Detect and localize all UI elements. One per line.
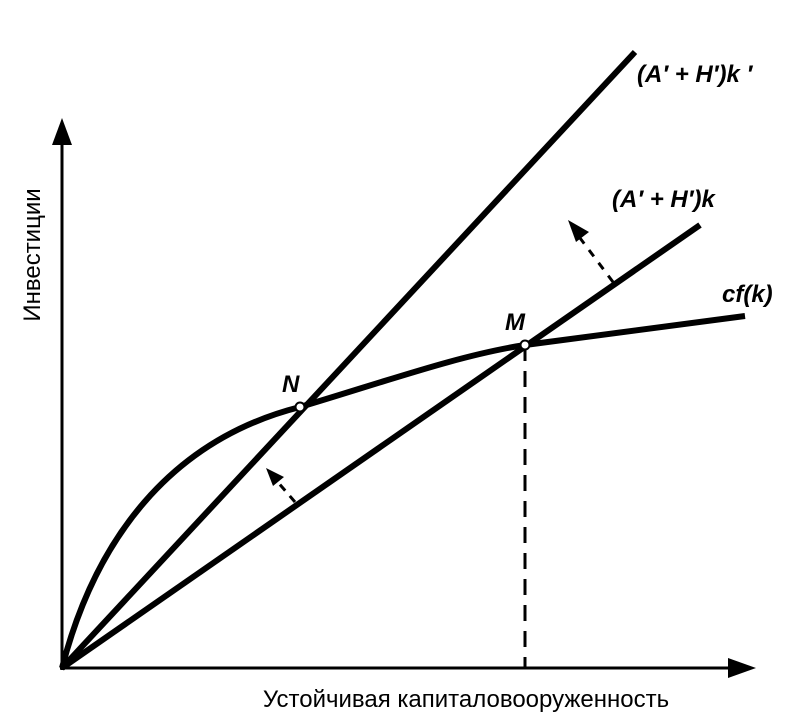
point-m-label: M <box>505 309 526 336</box>
cf-curve <box>59 313 746 669</box>
shift-arrow-lower-head-icon <box>266 468 284 486</box>
y-axis-arrow-icon <box>52 118 72 145</box>
x-axis-arrow-icon <box>728 658 756 678</box>
point-m <box>519 339 531 351</box>
shift-arrow-upper-head-icon <box>568 220 589 242</box>
y-axis-label: Инвестиции <box>19 188 46 321</box>
curve-label: cf(k) <box>722 281 773 308</box>
shift-arrow-upper <box>578 237 615 283</box>
base-line-label: (A′ + H′)k <box>612 186 717 213</box>
point-n-label: N <box>282 371 300 398</box>
steep-line-label: (A′ + H′)k ′ <box>637 61 754 88</box>
x-axis-label: Устойчивая капиталовооруженность <box>263 686 669 713</box>
shift-arrow-lower <box>274 479 297 503</box>
steep-line <box>59 49 638 671</box>
base-line <box>60 222 702 671</box>
point-n <box>294 401 306 413</box>
